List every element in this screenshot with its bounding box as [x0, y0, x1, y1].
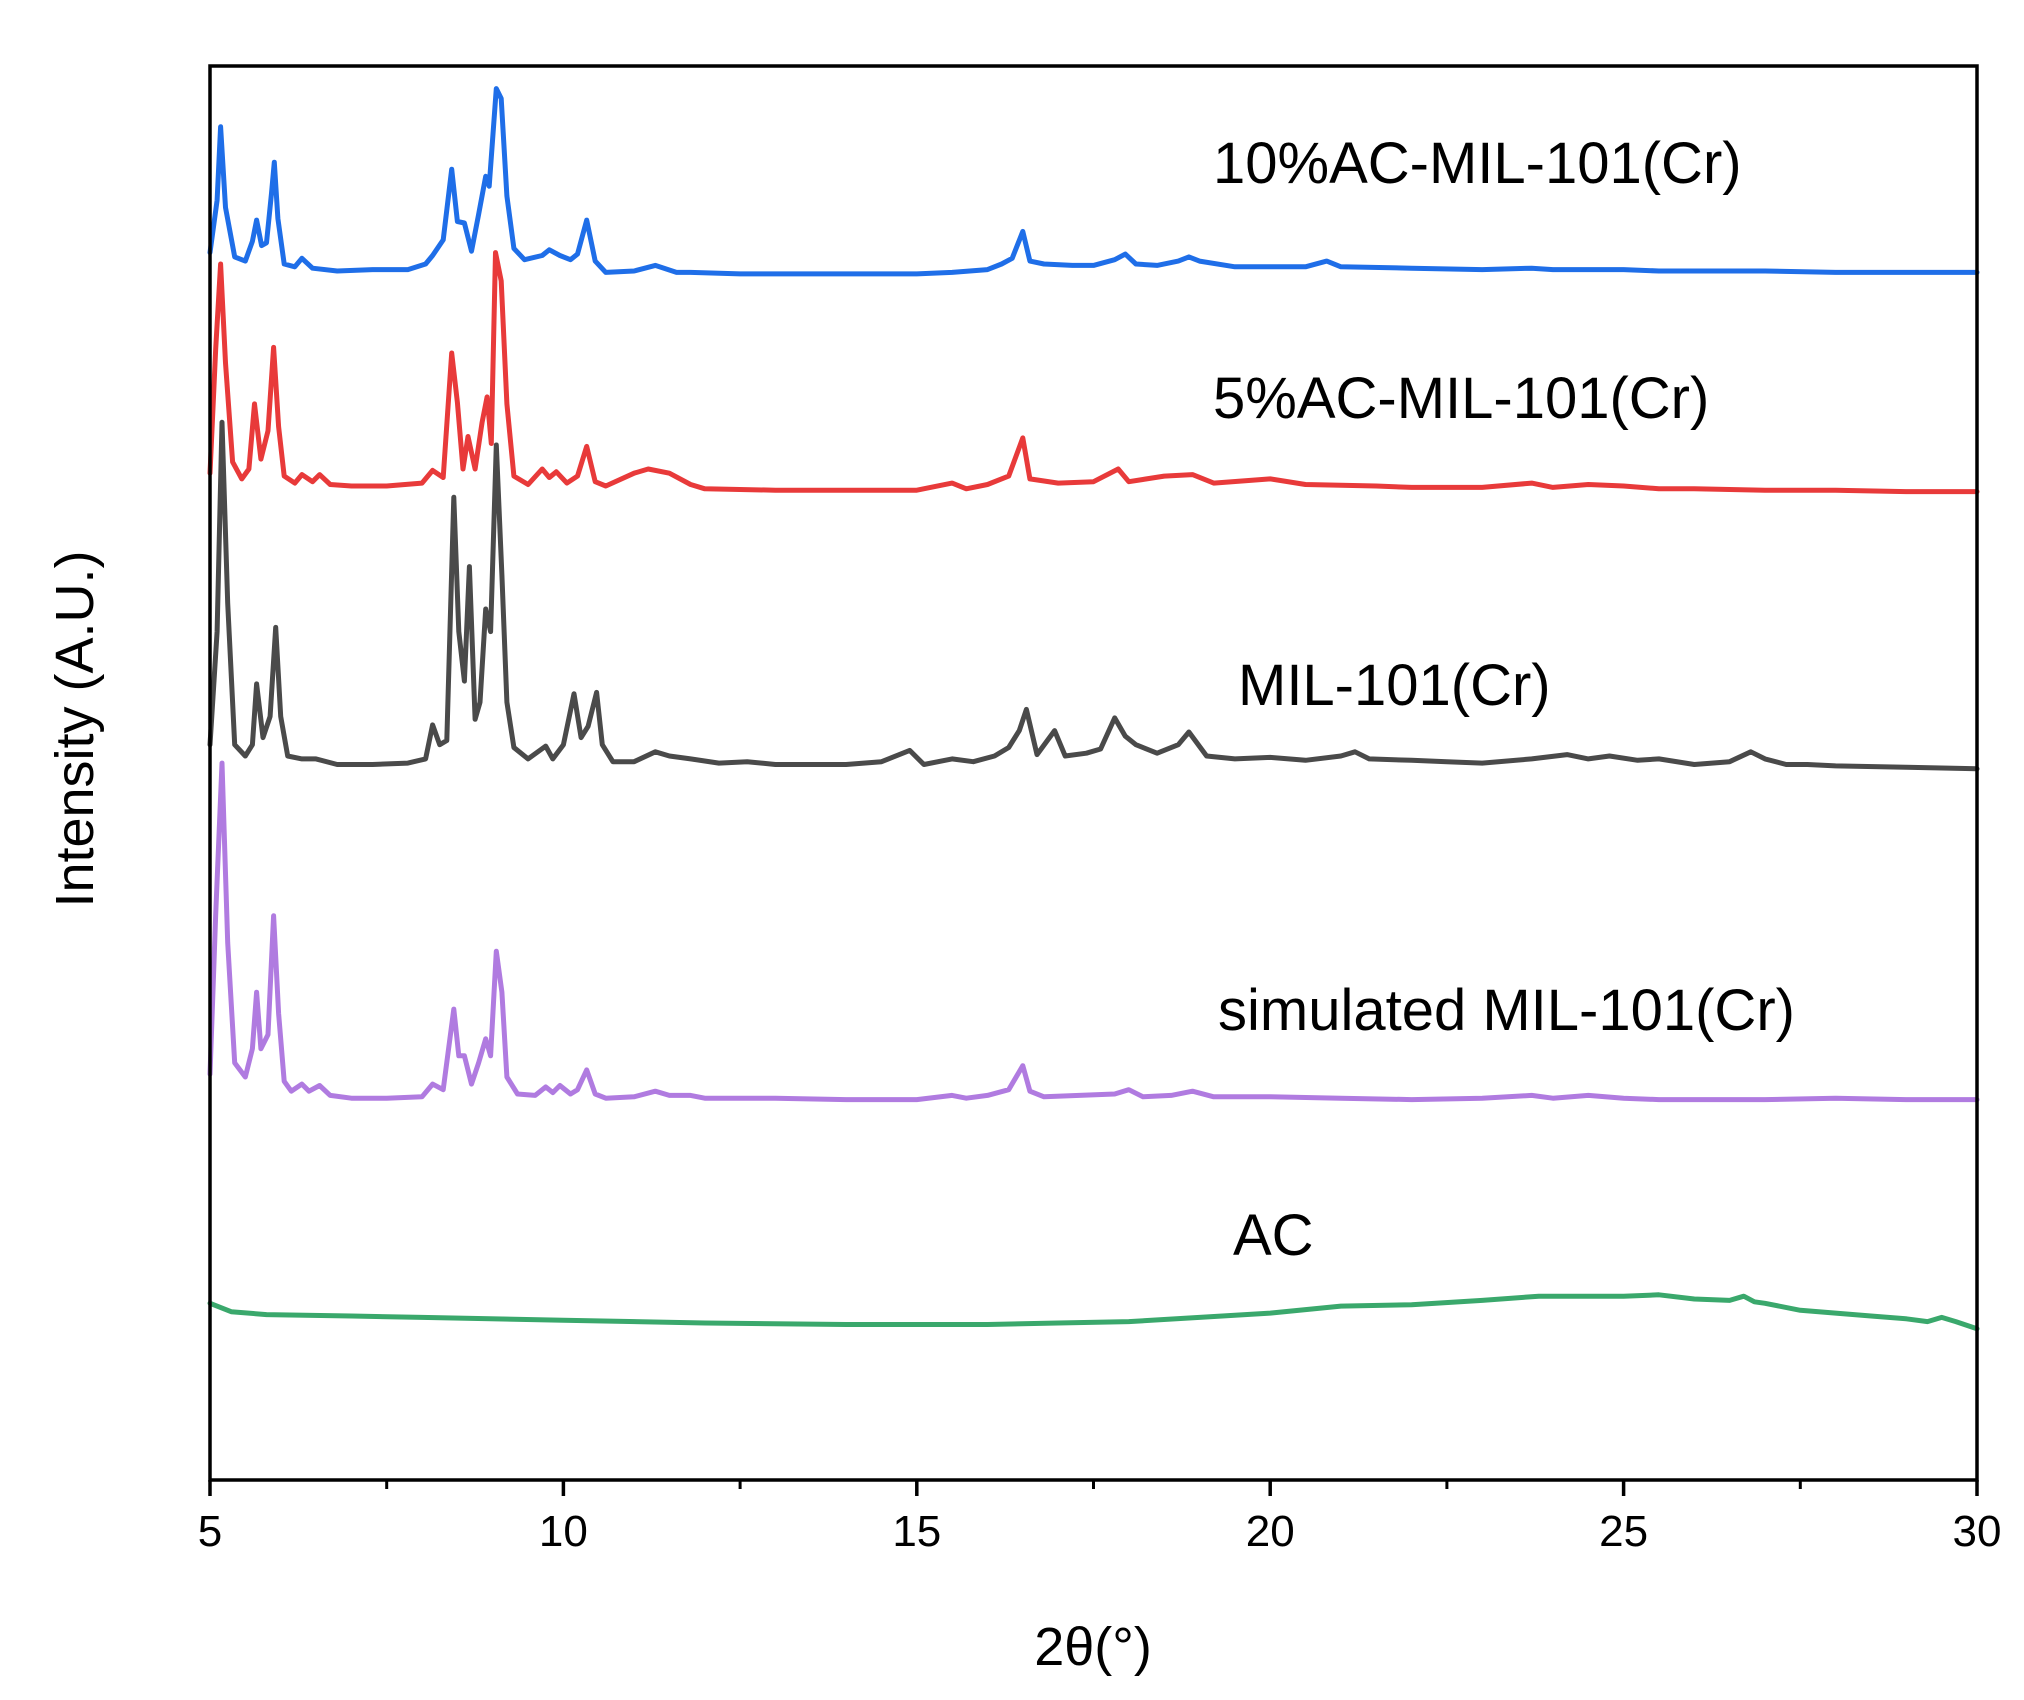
- series-label-4: simulated MIL-101(Cr): [1218, 978, 1795, 1043]
- series-label-1: 10%AC-MIL-101(Cr): [1213, 131, 1742, 196]
- x-tick-label: 25: [1599, 1507, 1648, 1556]
- plot-area: [207, 86, 1980, 1332]
- series-line-4: [207, 760, 1980, 1103]
- y-axis-title: Intensity (A.U.): [45, 550, 105, 907]
- series-labels: 10%AC-MIL-101(Cr) 5%AC-MIL-101(Cr) MIL-101…: [1213, 131, 1795, 1268]
- x-tick-label: 30: [1953, 1507, 2002, 1556]
- x-tick-label: 20: [1246, 1507, 1295, 1556]
- x-tick-label: 5: [198, 1507, 222, 1556]
- series-line-3: [207, 419, 1980, 772]
- x-tick-label: 10: [539, 1507, 588, 1556]
- series-line-5: [207, 1292, 1980, 1332]
- series-label-2: 5%AC-MIL-101(Cr): [1213, 366, 1709, 431]
- x-tick-label: 15: [892, 1507, 941, 1556]
- series-label-5: AC: [1233, 1203, 1314, 1268]
- x-axis-title: 2θ(°): [1034, 1617, 1152, 1677]
- series-label-3: MIL-101(Cr): [1238, 653, 1551, 718]
- x-axis-ticks: 5 10 15 20 25 30: [198, 1480, 2002, 1556]
- series-line-2: [207, 250, 1980, 495]
- series-line-1: [207, 86, 1980, 277]
